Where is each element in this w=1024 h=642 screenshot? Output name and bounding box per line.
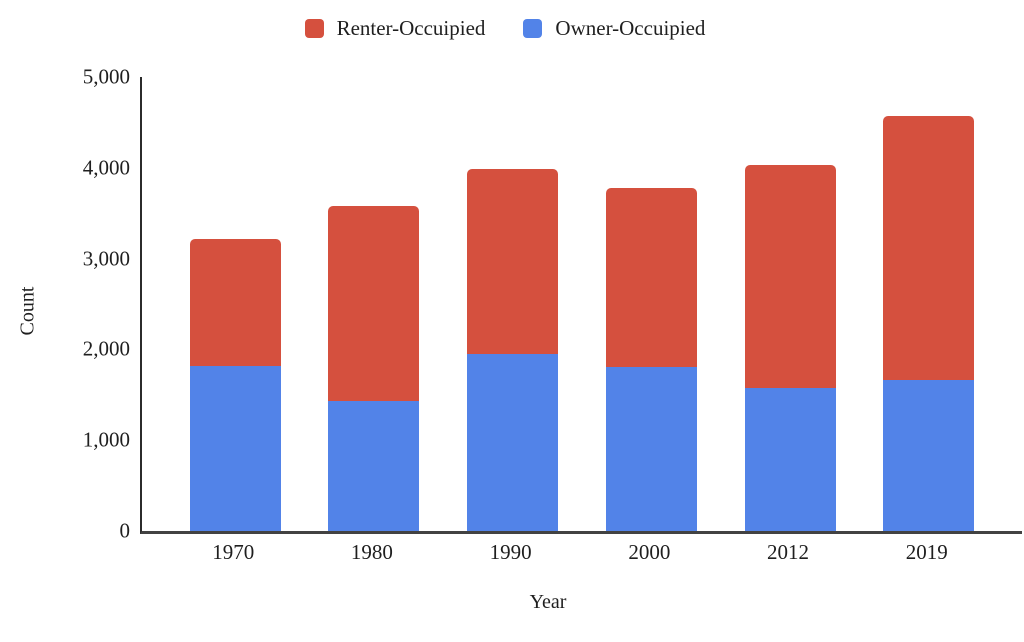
- bar-segment-renter-occuipied-1990: [467, 168, 559, 354]
- bar-2012: [744, 165, 836, 531]
- x-axis-title: Year: [529, 591, 567, 613]
- y-axis-labels: 0 1,000 2,000 3,000 4,000 5,000: [0, 66, 130, 541]
- legend-swatch-icon: [304, 19, 324, 38]
- y-tick-label: 1,000: [82, 427, 130, 452]
- legend-swatch-icon: [523, 19, 543, 38]
- x-tick-label-1970: 1970: [212, 540, 255, 564]
- bar-segment-owner-occuipied-1990: [467, 353, 559, 531]
- bar-segment-renter-occuipied-1980: [328, 206, 420, 402]
- legend-item-renter-occuipied: Renter-Occuipied: [304, 16, 486, 40]
- bar-segment-owner-occuipied-2000: [605, 367, 697, 531]
- x-tick-label-2000: 2000: [628, 540, 671, 564]
- y-tick-label: 5,000: [82, 64, 130, 89]
- plot-area: [140, 77, 1022, 534]
- legend: Renter-Occuipied Owner-Occuipied: [0, 18, 1010, 39]
- x-tick-label-2012: 2012: [767, 540, 810, 564]
- legend-label: Owner-Occuipied: [555, 16, 706, 40]
- bar-segment-owner-occuipied-1980: [328, 401, 420, 531]
- y-tick-label: 0: [119, 518, 131, 543]
- bar-2019: [883, 116, 975, 531]
- y-tick-label: 2,000: [82, 336, 130, 361]
- bar-segment-owner-occuipied-2012: [744, 388, 836, 531]
- x-tick-label-2019: 2019: [905, 540, 948, 564]
- bar-segment-renter-occuipied-2019: [883, 116, 975, 380]
- bars: [142, 77, 1022, 531]
- x-tick-label-1990: 1990: [489, 540, 532, 564]
- x-tick-label-1980: 1980: [350, 540, 393, 564]
- x-axis-labels: 1970 1980 1990 2000 2012 2019: [140, 542, 1020, 563]
- legend-item-owner-occuipied: Owner-Occuipied: [523, 18, 705, 39]
- bar-1990: [467, 168, 559, 531]
- y-tick-label: 3,000: [82, 246, 130, 271]
- bar-2000: [605, 187, 697, 531]
- legend-label: Renter-Occuipied: [336, 16, 486, 40]
- bar-1980: [328, 206, 420, 531]
- bar-segment-renter-occuipied-1970: [189, 238, 281, 366]
- y-tick-label: 4,000: [82, 155, 130, 180]
- bar-1970: [189, 238, 281, 531]
- bar-segment-owner-occuipied-1970: [189, 365, 281, 531]
- bar-segment-owner-occuipied-2019: [883, 379, 975, 531]
- bar-segment-renter-occuipied-2012: [744, 165, 836, 388]
- bar-segment-renter-occuipied-2000: [605, 187, 697, 368]
